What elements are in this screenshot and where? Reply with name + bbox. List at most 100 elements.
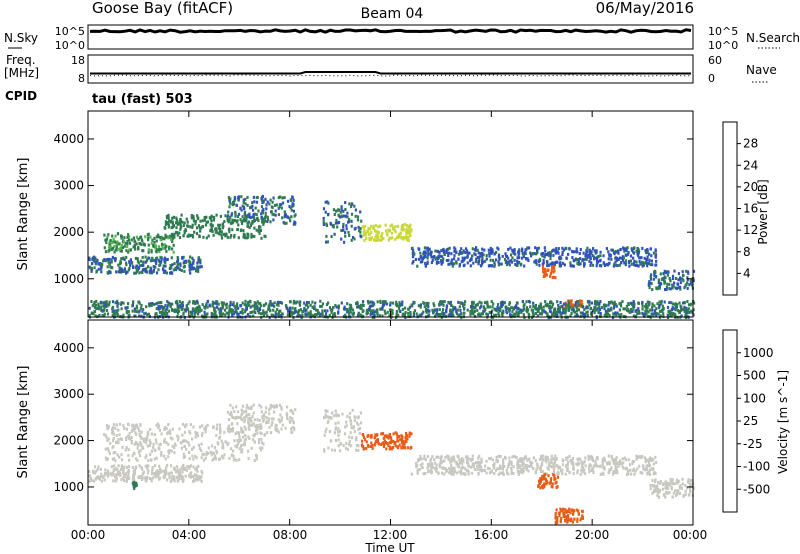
- data-cell: [245, 415, 248, 419]
- data-cell: [115, 245, 118, 249]
- data-cell: [369, 227, 372, 231]
- data-cell: [642, 467, 645, 471]
- data-cell: [155, 471, 158, 475]
- data-cell: [643, 256, 646, 260]
- data-cell: [276, 312, 279, 316]
- data-cell: [203, 216, 206, 219]
- data-cell: [646, 249, 649, 253]
- data-cell: [260, 212, 263, 216]
- data-cell: [651, 288, 654, 292]
- data-cell: [692, 308, 695, 312]
- data-cell: [289, 306, 292, 310]
- noise-left-tick-high: 10^5: [55, 25, 85, 38]
- data-cell: [252, 219, 256, 223]
- data-cell: [531, 252, 535, 256]
- data-cell: [537, 246, 540, 250]
- data-cell: [531, 461, 534, 465]
- data-cell: [351, 202, 354, 206]
- data-cell: [454, 306, 457, 310]
- data-cell: [191, 261, 194, 265]
- data-cell: [453, 262, 456, 266]
- data-cell: [107, 425, 110, 429]
- data-cell: [267, 417, 270, 421]
- data-cell: [497, 255, 500, 258]
- data-cell: [357, 225, 360, 229]
- data-cell: [511, 248, 514, 252]
- data-cell: [159, 469, 162, 473]
- data-cell: [643, 313, 646, 317]
- data-cell: [552, 265, 555, 269]
- data-cell: [554, 458, 557, 462]
- data-cell: [236, 302, 239, 306]
- data-cell: [518, 249, 521, 253]
- data-cell: [663, 300, 666, 304]
- data-cell: [495, 313, 498, 317]
- data-cell: [599, 314, 603, 318]
- data-cell: [257, 219, 260, 223]
- data-cell: [453, 470, 457, 474]
- data-cell: [671, 302, 674, 306]
- data-cell: [386, 441, 389, 445]
- data-cell: [579, 248, 582, 251]
- data-cell: [423, 454, 426, 458]
- data-cell: [106, 265, 109, 269]
- data-cell: [285, 221, 288, 225]
- data-cell: [359, 421, 363, 425]
- data-cell: [147, 469, 150, 473]
- data-cell: [200, 308, 203, 312]
- data-cell: [396, 434, 399, 438]
- data-cell: [286, 306, 289, 310]
- data-cell: [478, 463, 481, 467]
- data-cell: [270, 423, 273, 427]
- data-cell: [530, 254, 533, 258]
- data-cell: [674, 306, 678, 310]
- data-cell: [411, 246, 414, 250]
- data-cell: [673, 269, 676, 273]
- data-cell: [493, 252, 496, 256]
- data-cell: [106, 439, 109, 443]
- data-cell: [237, 223, 240, 227]
- data-cell: [455, 462, 458, 466]
- data-cell: [524, 455, 527, 459]
- data-cell: [483, 469, 486, 472]
- data-cell: [501, 313, 504, 317]
- data-cell: [540, 306, 543, 310]
- data-cell: [619, 256, 622, 260]
- data-cell: [612, 458, 615, 462]
- data-cell: [100, 305, 103, 309]
- data-cell: [637, 251, 640, 255]
- data-cell: [168, 476, 171, 480]
- data-cell: [606, 462, 609, 466]
- data-cell: [476, 468, 479, 471]
- data-cell: [232, 312, 235, 316]
- data-cell: [118, 242, 121, 246]
- data-cell: [271, 421, 274, 424]
- data-cell: [237, 312, 240, 316]
- data-cell: [647, 303, 650, 307]
- data-cell: [375, 433, 378, 437]
- data-cell: [554, 276, 557, 280]
- data-cell: [471, 247, 474, 251]
- data-cell: [605, 314, 608, 318]
- data-cell: [219, 223, 222, 227]
- data-cell: [522, 255, 525, 259]
- data-cell: [167, 303, 170, 307]
- data-cell: [231, 406, 234, 410]
- data-cell: [335, 412, 338, 416]
- data-cell: [214, 454, 217, 458]
- data-cell: [130, 238, 133, 242]
- data-cell: [252, 213, 255, 217]
- data-cell: [435, 261, 438, 265]
- data-cell: [663, 280, 666, 284]
- data-cell: [635, 457, 638, 461]
- data-cell: [240, 448, 244, 452]
- data-cell: [441, 260, 444, 264]
- data-cell: [614, 263, 618, 267]
- data-cell: [318, 314, 321, 318]
- data-cell: [516, 306, 519, 310]
- data-cell: [584, 464, 587, 468]
- data-cell: [172, 250, 175, 254]
- data-cell: [319, 299, 322, 303]
- data-cell: [549, 481, 552, 485]
- data-cell: [298, 301, 301, 305]
